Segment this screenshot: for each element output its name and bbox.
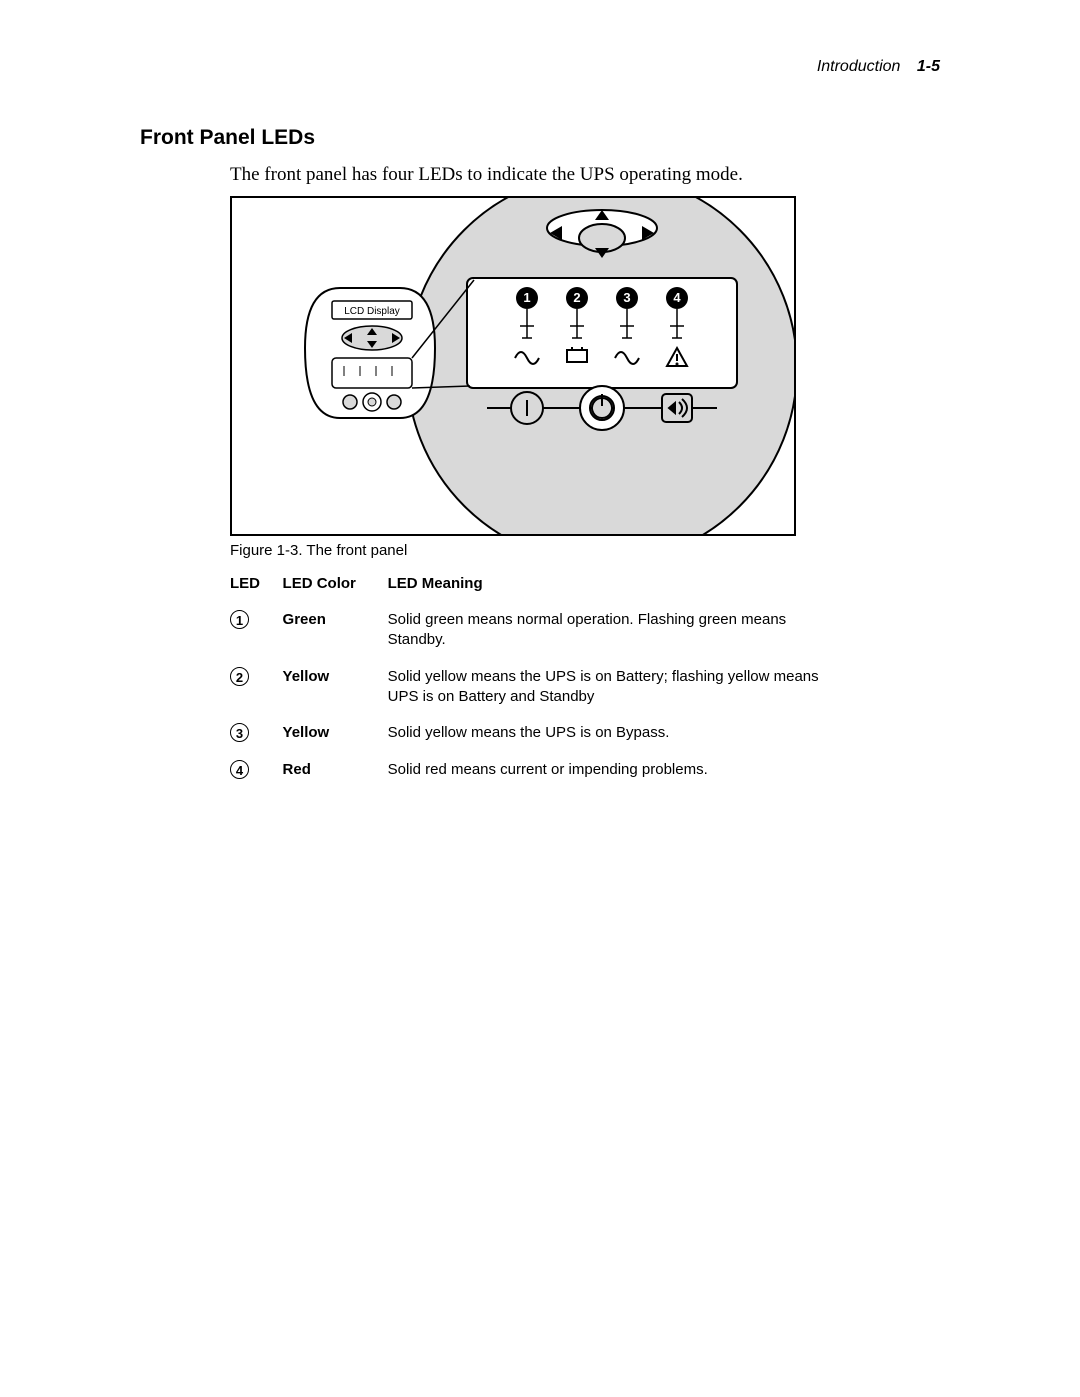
header-page: 1-5 xyxy=(917,58,940,75)
section-title: Front Panel LEDs xyxy=(140,126,940,150)
row-meaning: Solid yellow means the UPS is on Bypass. xyxy=(388,715,850,752)
figure-caption: Figure 1-3. The front panel xyxy=(230,542,940,559)
row-num: 2 xyxy=(230,667,249,686)
row-color: Red xyxy=(283,752,388,789)
table-row: 1 Green Solid green means normal operati… xyxy=(230,602,850,659)
lcd-label: LCD Display xyxy=(344,306,400,317)
row-meaning: Solid red means current or impending pro… xyxy=(388,752,850,789)
row-meaning: Solid yellow means the UPS is on Battery… xyxy=(388,659,850,716)
front-panel-figure: 1 2 3 4 xyxy=(230,196,796,536)
row-num: 1 xyxy=(230,610,249,629)
th-led: LED xyxy=(230,569,283,602)
led-table: LED LED Color LED Meaning 1 Green Solid … xyxy=(230,569,850,790)
row-color: Green xyxy=(283,602,388,659)
row-num: 3 xyxy=(230,723,249,742)
table-row: 4 Red Solid red means current or impendi… xyxy=(230,752,850,789)
table-row: 2 Yellow Solid yellow means the UPS is o… xyxy=(230,659,850,716)
row-color: Yellow xyxy=(283,715,388,752)
th-color: LED Color xyxy=(283,569,388,602)
callout-4: 4 xyxy=(673,290,681,305)
callout-2: 2 xyxy=(573,290,580,305)
table-row: 3 Yellow Solid yellow means the UPS is o… xyxy=(230,715,850,752)
page-header: Introduction 1-5 xyxy=(140,58,940,76)
th-meaning: LED Meaning xyxy=(388,569,850,602)
callout-1: 1 xyxy=(523,290,530,305)
row-meaning: Solid green means normal operation. Flas… xyxy=(388,602,850,659)
row-num: 4 xyxy=(230,760,249,779)
intro-text: The front panel has four LEDs to indicat… xyxy=(230,164,940,186)
row-color: Yellow xyxy=(283,659,388,716)
header-section: Introduction xyxy=(817,58,901,75)
callout-3: 3 xyxy=(623,290,630,305)
